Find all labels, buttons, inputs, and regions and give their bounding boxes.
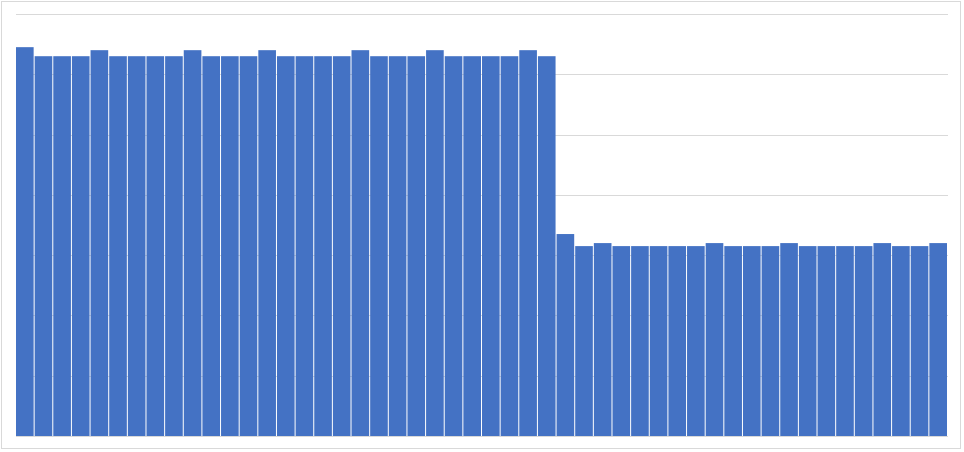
bar	[183, 50, 202, 437]
bar	[426, 50, 444, 437]
bar	[314, 56, 332, 436]
bar	[388, 56, 407, 436]
bar	[202, 56, 221, 436]
bar	[854, 246, 873, 436]
bar	[16, 47, 34, 436]
bar	[276, 56, 295, 436]
bar	[295, 56, 314, 436]
bar	[929, 243, 947, 436]
bar	[165, 56, 183, 436]
bar	[90, 50, 109, 437]
bar	[109, 56, 127, 436]
bar	[705, 243, 724, 436]
bar	[873, 243, 892, 436]
bar	[761, 246, 780, 436]
bar	[407, 56, 426, 436]
bar	[892, 246, 910, 436]
bar	[612, 246, 631, 436]
bar	[146, 56, 165, 436]
bar	[575, 246, 593, 436]
bar	[444, 56, 463, 436]
bar	[71, 56, 90, 436]
bar	[127, 56, 146, 436]
bar	[668, 246, 687, 436]
bar	[649, 246, 668, 436]
bar	[556, 234, 575, 436]
bar	[500, 56, 519, 436]
bar	[221, 56, 239, 436]
bar	[836, 246, 854, 436]
bar	[593, 243, 612, 436]
bar	[910, 246, 929, 436]
bar	[351, 50, 370, 437]
bar	[332, 56, 351, 436]
bar	[519, 50, 537, 437]
bar	[239, 56, 258, 436]
bar	[687, 246, 705, 436]
bar	[258, 50, 276, 437]
bar	[482, 56, 500, 436]
bar	[780, 243, 798, 436]
bar	[742, 246, 761, 436]
bar-series	[16, 47, 947, 437]
bar	[631, 246, 649, 436]
bar	[53, 56, 71, 436]
bar	[370, 56, 388, 436]
bar	[724, 246, 742, 436]
bar	[463, 56, 481, 436]
bar	[537, 56, 556, 436]
bar	[817, 246, 836, 436]
bar	[34, 56, 53, 436]
bar	[798, 246, 817, 436]
